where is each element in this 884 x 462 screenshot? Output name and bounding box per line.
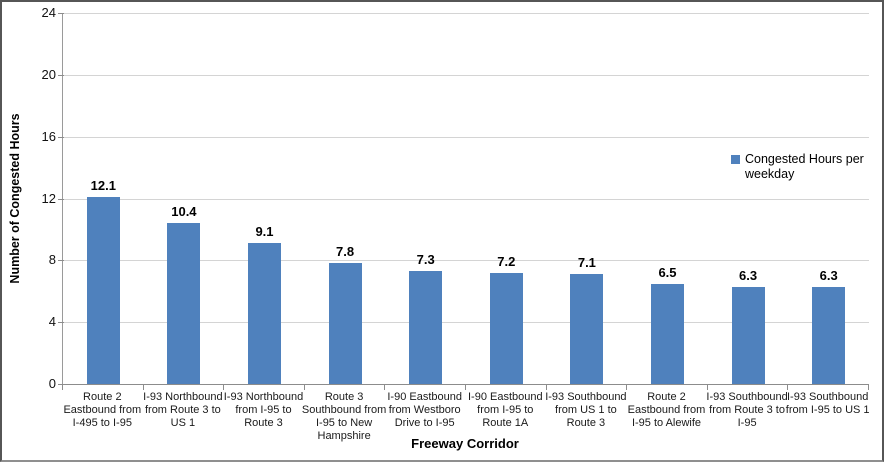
x-tick-mark [223,385,224,390]
x-tick-label: I-90 Eastbound from Westboro Drive to I-… [387,391,462,429]
legend-marker-icon [731,155,740,164]
gridline [63,13,869,14]
x-tick-mark [465,385,466,390]
bar [86,196,120,384]
y-tick-mark [58,199,64,200]
y-tick-mark [58,75,64,76]
x-tick-mark [787,385,788,390]
bar [328,263,362,384]
x-tick-mark [868,385,869,390]
bar [812,286,846,384]
x-tick-mark [707,385,708,390]
x-tick-label: Route 3 Southbound from I-95 to New Hamp… [301,391,387,442]
gridline [63,75,869,76]
x-tick-mark [62,385,63,390]
gridline [63,137,869,138]
legend: Congested Hours per weekday [731,152,879,182]
x-axis-labels: Route 2 Eastbound from I-495 to I-95 I-93… [62,391,870,443]
y-tick-mark [58,13,64,14]
y-tick-label: 16 [41,129,56,144]
x-tick-label: I-93 Southbound from I-95 to US 1 [785,391,870,416]
bar-value-label: 6.5 [658,264,677,280]
legend-label: Congested Hours per weekday [745,152,864,181]
bar [570,274,604,384]
bar [167,223,201,384]
bar-value-label: 7.3 [416,252,435,268]
bar-value-label: 7.1 [577,255,596,271]
bar-value-label: 12.1 [90,177,116,193]
x-tick-label: I-93 Northbound from I-95 to Route 3 [223,391,304,429]
bar [409,271,443,384]
bar [651,283,684,384]
bar-value-label: 7.8 [336,244,355,260]
x-tick-label: I-93 Southbound from Route 3 to I-95 [706,391,788,429]
x-tick-mark [304,385,305,390]
x-tick-label: I-90 Eastbound from I-95 to Route 1A [467,391,543,429]
y-tick-mark [58,322,64,323]
y-tick-mark [58,384,64,385]
y-tick-label: 4 [48,314,56,329]
x-tick-mark [546,385,547,390]
x-tick-label: Route 2 Eastbound from I-95 to Alewife [627,391,706,429]
bar-value-label: 6.3 [739,267,758,283]
x-tick-mark [384,385,385,390]
x-axis-title: Freeway Corridor [411,436,519,451]
x-tick-label: Route 2 Eastbound from I-495 to I-95 [63,391,142,429]
y-tick-mark [58,260,64,261]
x-tick-label: I-93 Northbound from Route 3 to US 1 [143,391,223,429]
y-tick-label: 8 [48,252,56,267]
x-tick-label: I-93 Southbound from US 1 to Route 3 [545,391,627,429]
x-tick-mark [143,385,144,390]
x-tick-mark [626,385,627,390]
y-tick-label: 0 [48,376,56,391]
gridline [63,199,869,200]
bar-value-label: 7.2 [497,253,516,269]
y-tick-label: 12 [41,191,56,206]
gridline [63,322,869,323]
y-tick-label: 24 [41,5,56,20]
bar-value-label: 9.1 [255,224,274,240]
bar-value-label: 10.4 [171,204,197,220]
y-tick-label: 20 [41,67,56,82]
plot-area: 12.1 10.4 9.1 7.8 7.3 7.2 7.1 6.5 6.3 6.3 [62,13,869,385]
bar [489,272,523,384]
bar [248,243,281,384]
bar-value-label: 6.3 [819,267,838,283]
y-tick-mark [58,137,64,138]
bar [731,286,765,384]
gridline [63,260,869,261]
